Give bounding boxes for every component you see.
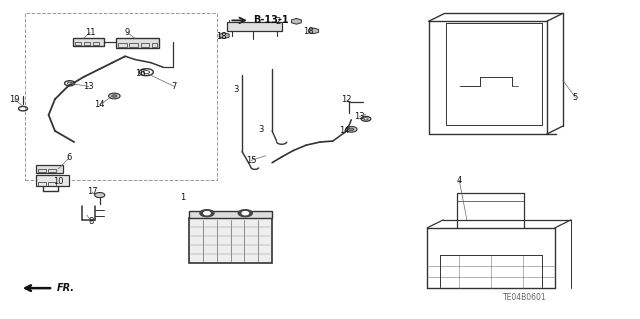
Text: 14: 14 bbox=[95, 100, 105, 109]
Text: 14: 14 bbox=[339, 126, 349, 135]
Bar bbox=[36, 165, 63, 173]
Circle shape bbox=[238, 210, 252, 217]
Text: 18: 18 bbox=[216, 32, 227, 41]
Text: FR.: FR. bbox=[57, 283, 75, 293]
Bar bbox=[93, 42, 99, 46]
Text: 8: 8 bbox=[89, 217, 94, 226]
Circle shape bbox=[112, 95, 117, 97]
Text: 13: 13 bbox=[83, 82, 94, 91]
Text: 6: 6 bbox=[67, 153, 72, 162]
Bar bbox=[38, 169, 46, 172]
Circle shape bbox=[95, 193, 105, 197]
Bar bbox=[189, 211, 272, 218]
Text: 1: 1 bbox=[180, 193, 186, 202]
Text: TE04B0601: TE04B0601 bbox=[502, 293, 546, 302]
Bar bbox=[116, 38, 159, 48]
Bar bbox=[118, 43, 127, 47]
Bar bbox=[48, 182, 56, 186]
Text: 3: 3 bbox=[233, 85, 238, 94]
Text: 2: 2 bbox=[276, 17, 281, 26]
Text: 11: 11 bbox=[85, 28, 95, 37]
Text: 5: 5 bbox=[573, 93, 578, 102]
Text: 19: 19 bbox=[10, 95, 20, 104]
Bar bbox=[152, 43, 157, 47]
Bar bbox=[25, 13, 216, 180]
Circle shape bbox=[204, 211, 210, 215]
Text: 4: 4 bbox=[456, 176, 462, 185]
Bar bbox=[84, 42, 90, 46]
Text: 10: 10 bbox=[53, 177, 63, 186]
Text: 18: 18 bbox=[303, 27, 314, 36]
Bar bbox=[38, 182, 46, 186]
Text: 13: 13 bbox=[355, 112, 365, 121]
Circle shape bbox=[200, 210, 214, 217]
Circle shape bbox=[109, 93, 120, 99]
Text: 15: 15 bbox=[246, 156, 256, 165]
Bar bbox=[36, 175, 69, 187]
Bar bbox=[227, 22, 282, 31]
Text: 17: 17 bbox=[86, 187, 97, 197]
Text: 16: 16 bbox=[134, 69, 145, 78]
Circle shape bbox=[349, 128, 354, 130]
Bar bbox=[48, 169, 56, 172]
Text: 7: 7 bbox=[172, 82, 177, 91]
Text: B-13-1: B-13-1 bbox=[253, 15, 289, 26]
Bar bbox=[73, 38, 104, 47]
Text: 9: 9 bbox=[125, 28, 130, 37]
Bar bbox=[129, 43, 138, 47]
Circle shape bbox=[242, 211, 248, 215]
Circle shape bbox=[346, 126, 357, 132]
Text: 12: 12 bbox=[342, 95, 352, 104]
Text: 3: 3 bbox=[259, 125, 264, 134]
Bar bbox=[75, 42, 81, 46]
Bar bbox=[141, 43, 150, 47]
Bar bbox=[189, 218, 272, 263]
